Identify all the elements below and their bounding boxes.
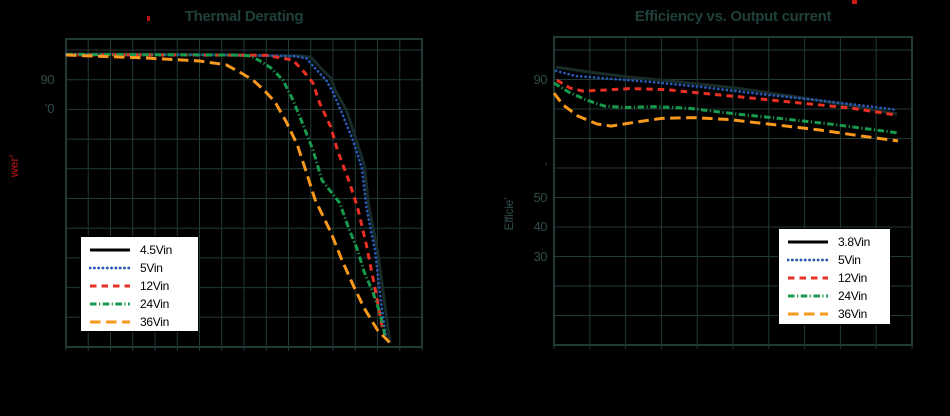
legend-label: 24Vin: [838, 289, 867, 303]
5Vin-curve: [554, 69, 899, 112]
legend-item-24Vin: 24Vin: [89, 295, 198, 313]
efficiency-legend: 3.8Vin 5Vin 12Vin 24Vin 36Vin: [778, 228, 891, 325]
3.8Vin-legend-swatch: [788, 240, 828, 244]
legend-item-24Vin: 24Vin: [787, 287, 890, 305]
stray-red-mark: [852, 0, 857, 4]
5Vin-curve: [65, 53, 389, 344]
stray-red-mark: [147, 16, 150, 21]
legend-label: 5Vin: [838, 253, 861, 267]
y-tick-label: ʼ0: [44, 101, 55, 117]
legend-item-12Vin: 12Vin: [89, 277, 198, 295]
thermal-derating-title: Thermal Derating: [184, 8, 304, 25]
grid-lines: [66, 39, 422, 347]
5Vin-legend-swatch: [89, 266, 131, 270]
thermal-y-axis-label-fragment: werʼ: [7, 154, 21, 178]
y-tick-label: 90: [40, 71, 55, 87]
3.8Vin-curve: [555, 65, 898, 116]
efficiency-vs-output-current-plot: [553, 36, 913, 349]
legend-item-12Vin: 12Vin: [787, 269, 890, 287]
legend-item-3.8Vin: 3.8Vin: [787, 233, 890, 251]
legend-label: 36Vin: [838, 307, 867, 321]
24Vin-curve: [65, 53, 388, 341]
12Vin-curve: [65, 53, 385, 333]
36Vin-curve: [65, 53, 395, 348]
legend-label: 12Vin: [838, 271, 867, 285]
36Vin-legend-swatch: [788, 312, 828, 316]
4.5Vin-legend-swatch: [90, 248, 130, 252]
y-tick-label: 90: [533, 71, 548, 87]
36Vin-legend-swatch: [90, 320, 130, 324]
legend-label: 5Vin: [140, 261, 163, 275]
y-tick-label: 50: [533, 189, 548, 205]
12Vin-legend-swatch: [788, 276, 828, 280]
24Vin-curve: [553, 81, 899, 135]
legend-item-5Vin: 5Vin: [787, 251, 890, 269]
24Vin-legend-swatch: [788, 294, 828, 298]
plot-border: [65, 38, 423, 348]
legend-item-36Vin: 36Vin: [787, 305, 890, 323]
plot-border: [553, 36, 913, 346]
legend-item-4.5Vin: 4.5Vin: [89, 241, 198, 259]
legend-label: 12Vin: [140, 279, 169, 293]
legend-label: 4.5Vin: [140, 243, 173, 257]
12Vin-legend-swatch: [90, 284, 130, 288]
legend-item-5Vin: 5Vin: [89, 259, 198, 277]
y-tick-label: 30: [533, 248, 548, 264]
y-tick-label: ʼ: [544, 160, 548, 175]
efficiency-title: Efficiency vs. Output current: [634, 8, 832, 25]
36Vin-curve: [553, 92, 899, 143]
legend-label: 24Vin: [140, 297, 169, 311]
5Vin-legend-swatch: [787, 258, 829, 262]
legend-item-36Vin: 36Vin: [89, 313, 198, 331]
24Vin-legend-swatch: [90, 302, 130, 306]
legend-label: 3.8Vin: [838, 235, 871, 249]
thermal-derating-plot: [65, 38, 423, 351]
12Vin-curve: [556, 78, 896, 117]
legend-label: 36Vin: [140, 315, 169, 329]
y-tick-label: 40: [533, 219, 548, 234]
thermal-derating-legend: 4.5Vin 5Vin 12Vin 24Vin 36Vin: [80, 236, 199, 332]
